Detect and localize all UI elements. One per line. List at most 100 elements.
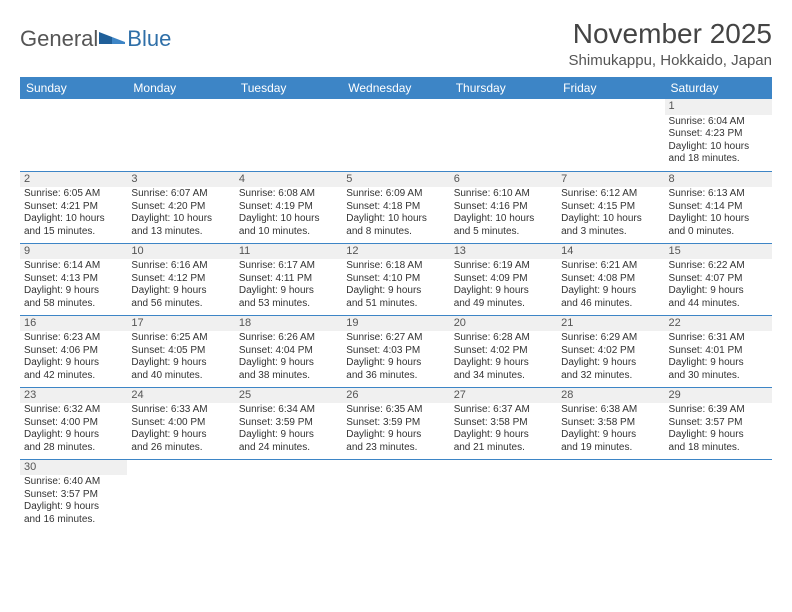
day-info: Sunrise: 6:29 AMSunset: 4:02 PMDaylight:… [561, 332, 660, 382]
day-number: 16 [20, 316, 127, 332]
day-number: 9 [20, 244, 127, 260]
day-number: 26 [342, 388, 449, 404]
calendar-cell [450, 99, 557, 171]
calendar-row: 23Sunrise: 6:32 AMSunset: 4:00 PMDayligh… [20, 387, 772, 459]
title-block: November 2025 Shimukappu, Hokkaido, Japa… [569, 18, 772, 75]
day-info: Sunrise: 6:05 AMSunset: 4:21 PMDaylight:… [24, 188, 123, 238]
day-info: Sunrise: 6:25 AMSunset: 4:05 PMDaylight:… [131, 332, 230, 382]
day-info: Sunrise: 6:38 AMSunset: 3:58 PMDaylight:… [561, 404, 660, 454]
day-number: 17 [127, 316, 234, 332]
calendar-cell [557, 99, 664, 171]
day-number: 24 [127, 388, 234, 404]
calendar-cell: 17Sunrise: 6:25 AMSunset: 4:05 PMDayligh… [127, 315, 234, 387]
calendar-cell: 11Sunrise: 6:17 AMSunset: 4:11 PMDayligh… [235, 243, 342, 315]
calendar-cell: 2Sunrise: 6:05 AMSunset: 4:21 PMDaylight… [20, 171, 127, 243]
day-info: Sunrise: 6:27 AMSunset: 4:03 PMDaylight:… [346, 332, 445, 382]
calendar-row: 1Sunrise: 6:04 AMSunset: 4:23 PMDaylight… [20, 99, 772, 171]
day-info: Sunrise: 6:40 AMSunset: 3:57 PMDaylight:… [24, 476, 123, 526]
logo-text-blue: Blue [127, 26, 171, 52]
calendar-cell: 25Sunrise: 6:34 AMSunset: 3:59 PMDayligh… [235, 387, 342, 459]
calendar-cell: 21Sunrise: 6:29 AMSunset: 4:02 PMDayligh… [557, 315, 664, 387]
calendar-cell: 1Sunrise: 6:04 AMSunset: 4:23 PMDaylight… [665, 99, 772, 171]
calendar-cell: 5Sunrise: 6:09 AMSunset: 4:18 PMDaylight… [342, 171, 449, 243]
day-info: Sunrise: 6:10 AMSunset: 4:16 PMDaylight:… [454, 188, 553, 238]
calendar-cell: 28Sunrise: 6:38 AMSunset: 3:58 PMDayligh… [557, 387, 664, 459]
day-number: 12 [342, 244, 449, 260]
calendar-cell: 8Sunrise: 6:13 AMSunset: 4:14 PMDaylight… [665, 171, 772, 243]
day-number: 29 [665, 388, 772, 404]
day-number: 4 [235, 172, 342, 188]
weekday-header-row: Sunday Monday Tuesday Wednesday Thursday… [20, 77, 772, 99]
col-tuesday: Tuesday [235, 77, 342, 99]
day-info: Sunrise: 6:37 AMSunset: 3:58 PMDaylight:… [454, 404, 553, 454]
calendar-row: 2Sunrise: 6:05 AMSunset: 4:21 PMDaylight… [20, 171, 772, 243]
calendar-cell: 18Sunrise: 6:26 AMSunset: 4:04 PMDayligh… [235, 315, 342, 387]
calendar-cell: 19Sunrise: 6:27 AMSunset: 4:03 PMDayligh… [342, 315, 449, 387]
day-info: Sunrise: 6:33 AMSunset: 4:00 PMDaylight:… [131, 404, 230, 454]
day-number: 21 [557, 316, 664, 332]
day-info: Sunrise: 6:34 AMSunset: 3:59 PMDaylight:… [239, 404, 338, 454]
col-monday: Monday [127, 77, 234, 99]
day-info: Sunrise: 6:19 AMSunset: 4:09 PMDaylight:… [454, 260, 553, 310]
day-info: Sunrise: 6:23 AMSunset: 4:06 PMDaylight:… [24, 332, 123, 382]
calendar-cell [127, 459, 234, 531]
day-info: Sunrise: 6:14 AMSunset: 4:13 PMDaylight:… [24, 260, 123, 310]
day-number: 25 [235, 388, 342, 404]
day-number: 7 [557, 172, 664, 188]
day-info: Sunrise: 6:12 AMSunset: 4:15 PMDaylight:… [561, 188, 660, 238]
calendar-cell: 20Sunrise: 6:28 AMSunset: 4:02 PMDayligh… [450, 315, 557, 387]
col-wednesday: Wednesday [342, 77, 449, 99]
day-info: Sunrise: 6:04 AMSunset: 4:23 PMDaylight:… [669, 116, 768, 166]
day-info: Sunrise: 6:09 AMSunset: 4:18 PMDaylight:… [346, 188, 445, 238]
day-info: Sunrise: 6:31 AMSunset: 4:01 PMDaylight:… [669, 332, 768, 382]
calendar-cell: 27Sunrise: 6:37 AMSunset: 3:58 PMDayligh… [450, 387, 557, 459]
day-number: 10 [127, 244, 234, 260]
day-info: Sunrise: 6:18 AMSunset: 4:10 PMDaylight:… [346, 260, 445, 310]
col-thursday: Thursday [450, 77, 557, 99]
day-number: 23 [20, 388, 127, 404]
calendar-cell [557, 459, 664, 531]
calendar-cell: 6Sunrise: 6:10 AMSunset: 4:16 PMDaylight… [450, 171, 557, 243]
calendar-row: 16Sunrise: 6:23 AMSunset: 4:06 PMDayligh… [20, 315, 772, 387]
day-number: 6 [450, 172, 557, 188]
flag-icon [99, 30, 125, 48]
day-number: 15 [665, 244, 772, 260]
calendar-cell: 30Sunrise: 6:40 AMSunset: 3:57 PMDayligh… [20, 459, 127, 531]
day-number: 2 [20, 172, 127, 188]
day-info: Sunrise: 6:08 AMSunset: 4:19 PMDaylight:… [239, 188, 338, 238]
calendar-cell: 12Sunrise: 6:18 AMSunset: 4:10 PMDayligh… [342, 243, 449, 315]
logo-text-general: General [20, 26, 98, 52]
day-info: Sunrise: 6:22 AMSunset: 4:07 PMDaylight:… [669, 260, 768, 310]
calendar-cell: 26Sunrise: 6:35 AMSunset: 3:59 PMDayligh… [342, 387, 449, 459]
day-number: 22 [665, 316, 772, 332]
calendar-cell: 4Sunrise: 6:08 AMSunset: 4:19 PMDaylight… [235, 171, 342, 243]
calendar-cell: 7Sunrise: 6:12 AMSunset: 4:15 PMDaylight… [557, 171, 664, 243]
day-info: Sunrise: 6:32 AMSunset: 4:00 PMDaylight:… [24, 404, 123, 454]
day-info: Sunrise: 6:26 AMSunset: 4:04 PMDaylight:… [239, 332, 338, 382]
col-friday: Friday [557, 77, 664, 99]
day-info: Sunrise: 6:28 AMSunset: 4:02 PMDaylight:… [454, 332, 553, 382]
day-number: 8 [665, 172, 772, 188]
day-number: 20 [450, 316, 557, 332]
page-title: November 2025 [569, 18, 772, 50]
header: General Blue November 2025 Shimukappu, H… [20, 18, 772, 75]
calendar-cell [342, 99, 449, 171]
calendar-cell [450, 459, 557, 531]
day-number: 27 [450, 388, 557, 404]
day-number: 28 [557, 388, 664, 404]
calendar-row: 9Sunrise: 6:14 AMSunset: 4:13 PMDaylight… [20, 243, 772, 315]
day-info: Sunrise: 6:07 AMSunset: 4:20 PMDaylight:… [131, 188, 230, 238]
day-info: Sunrise: 6:17 AMSunset: 4:11 PMDaylight:… [239, 260, 338, 310]
day-number: 18 [235, 316, 342, 332]
day-number: 14 [557, 244, 664, 260]
day-info: Sunrise: 6:39 AMSunset: 3:57 PMDaylight:… [669, 404, 768, 454]
calendar-cell: 3Sunrise: 6:07 AMSunset: 4:20 PMDaylight… [127, 171, 234, 243]
day-number: 5 [342, 172, 449, 188]
day-info: Sunrise: 6:21 AMSunset: 4:08 PMDaylight:… [561, 260, 660, 310]
calendar-cell [235, 459, 342, 531]
day-number: 3 [127, 172, 234, 188]
calendar-cell: 23Sunrise: 6:32 AMSunset: 4:00 PMDayligh… [20, 387, 127, 459]
calendar-cell [20, 99, 127, 171]
day-info: Sunrise: 6:16 AMSunset: 4:12 PMDaylight:… [131, 260, 230, 310]
calendar-row: 30Sunrise: 6:40 AMSunset: 3:57 PMDayligh… [20, 459, 772, 531]
